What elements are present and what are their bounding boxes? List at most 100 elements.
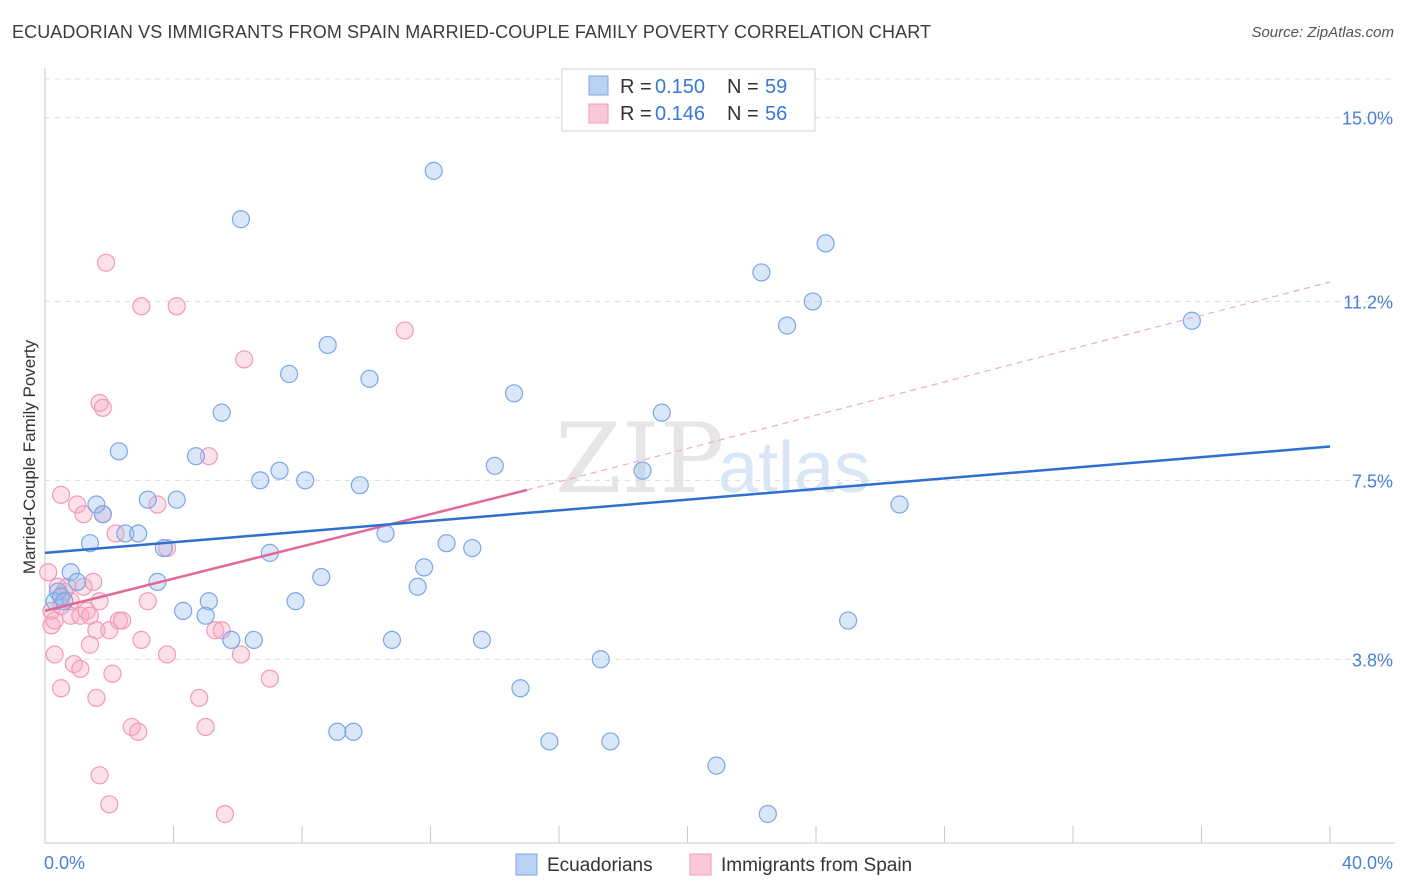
point-ecuadorians <box>463 538 482 558</box>
series-ecuadorians-points <box>45 161 1201 824</box>
point-spain <box>215 804 234 824</box>
point-ecuadorians <box>222 630 241 650</box>
point-spain <box>42 616 61 635</box>
point-ecuadorians <box>80 534 100 553</box>
point-spain <box>212 621 231 640</box>
watermark: ZIP atlas <box>555 403 870 515</box>
point-spain <box>103 664 122 683</box>
point-ecuadorians <box>296 471 315 490</box>
point-ecuadorians <box>231 210 251 229</box>
point-spain <box>45 645 64 664</box>
chart-title: ECUADORIAN VS IMMIGRANTS FROM SPAIN MARR… <box>12 22 932 42</box>
point-ecuadorians <box>212 403 231 422</box>
point-spain <box>90 766 109 785</box>
point-spain <box>74 505 93 524</box>
point-spain <box>39 563 58 582</box>
source-label: Source: ZipAtlas.com <box>1251 24 1394 41</box>
point-ecuadorians <box>280 364 299 384</box>
point-ecuadorians <box>312 567 331 587</box>
bottom-legend-label-ecuadorians: Ecuadorians <box>547 855 653 876</box>
point-spain <box>190 688 209 708</box>
x-tick-label-min: 0.0% <box>44 853 85 873</box>
point-spain <box>157 645 177 664</box>
point-spain <box>87 688 106 708</box>
point-ecuadorians <box>328 722 347 741</box>
point-ecuadorians <box>437 534 456 553</box>
point-ecuadorians <box>424 161 443 180</box>
y-tick-label: 15.0% <box>1342 109 1393 129</box>
point-ecuadorians <box>1182 311 1201 330</box>
point-spain <box>235 350 254 369</box>
legend-r-value-0: 0.150 <box>655 76 705 98</box>
point-ecuadorians <box>633 461 652 480</box>
point-spain <box>138 592 157 611</box>
point-ecuadorians <box>504 384 524 403</box>
point-spain <box>167 297 186 316</box>
point-spain <box>100 795 119 814</box>
point-spain <box>55 582 74 601</box>
point-spain <box>68 495 87 514</box>
bottom-legend: Ecuadorians Immigrants from Spain <box>515 853 912 876</box>
point-ecuadorians <box>707 756 726 775</box>
point-ecuadorians <box>601 732 620 751</box>
point-spain <box>132 630 151 650</box>
legend-swatch-spain <box>588 103 609 124</box>
trend-lines <box>44 281 1331 613</box>
y-tick-label: 11.2% <box>1343 292 1393 312</box>
point-ecuadorians <box>414 558 434 577</box>
trend-line-spain <box>44 488 528 613</box>
point-ecuadorians <box>87 495 106 514</box>
point-ecuadorians <box>186 447 206 466</box>
point-spain <box>51 485 71 504</box>
point-ecuadorians <box>196 606 215 625</box>
point-ecuadorians <box>48 582 67 601</box>
point-ecuadorians <box>382 630 402 650</box>
legend-r-value-1: 0.146 <box>655 103 705 125</box>
point-spain <box>106 524 125 543</box>
point-spain <box>199 447 218 466</box>
point-spain <box>58 577 77 596</box>
point-ecuadorians <box>68 572 87 591</box>
bottom-legend-swatch-ecuadorians <box>515 853 538 876</box>
point-ecuadorians <box>138 490 157 509</box>
point-spain <box>395 321 414 340</box>
legend-n-value-1: 56 <box>765 103 787 125</box>
point-ecuadorians <box>752 263 771 282</box>
point-ecuadorians <box>890 495 909 514</box>
point-spain <box>231 645 251 664</box>
point-ecuadorians <box>270 461 289 480</box>
point-spain <box>260 669 279 688</box>
point-ecuadorians <box>758 804 777 824</box>
legend-r-label-0: R = <box>620 76 652 98</box>
point-spain <box>148 495 167 514</box>
point-ecuadorians <box>816 234 835 253</box>
legend-n-value-0: 59 <box>765 76 787 98</box>
trend-line-spain-extension <box>526 281 1331 491</box>
point-ecuadorians <box>540 732 559 751</box>
point-spain <box>132 297 151 316</box>
point-ecuadorians <box>360 369 379 388</box>
point-ecuadorians <box>511 679 530 698</box>
point-ecuadorians <box>116 524 135 543</box>
point-spain <box>112 611 132 630</box>
point-ecuadorians <box>199 592 218 611</box>
legend-r-label-1: R = <box>620 103 652 125</box>
point-spain <box>84 572 103 591</box>
point-ecuadorians <box>591 650 610 669</box>
legend-n-label-1: N = <box>727 103 759 125</box>
point-ecuadorians <box>839 611 858 630</box>
point-spain <box>77 601 96 620</box>
point-ecuadorians <box>167 490 186 509</box>
point-spain <box>129 722 148 741</box>
point-ecuadorians <box>51 587 71 606</box>
y-tick-labels: 3.8% 7.5% 11.2% 15.0% <box>1342 109 1393 671</box>
point-spain <box>93 398 112 417</box>
point-ecuadorians <box>344 722 363 741</box>
bottom-legend-swatch-spain <box>689 853 712 876</box>
point-ecuadorians <box>803 292 822 311</box>
point-ecuadorians <box>61 563 80 582</box>
point-ecuadorians <box>251 471 270 490</box>
legend-n-label-0: N = <box>727 76 759 98</box>
watermark-zip: ZIP <box>555 403 724 515</box>
